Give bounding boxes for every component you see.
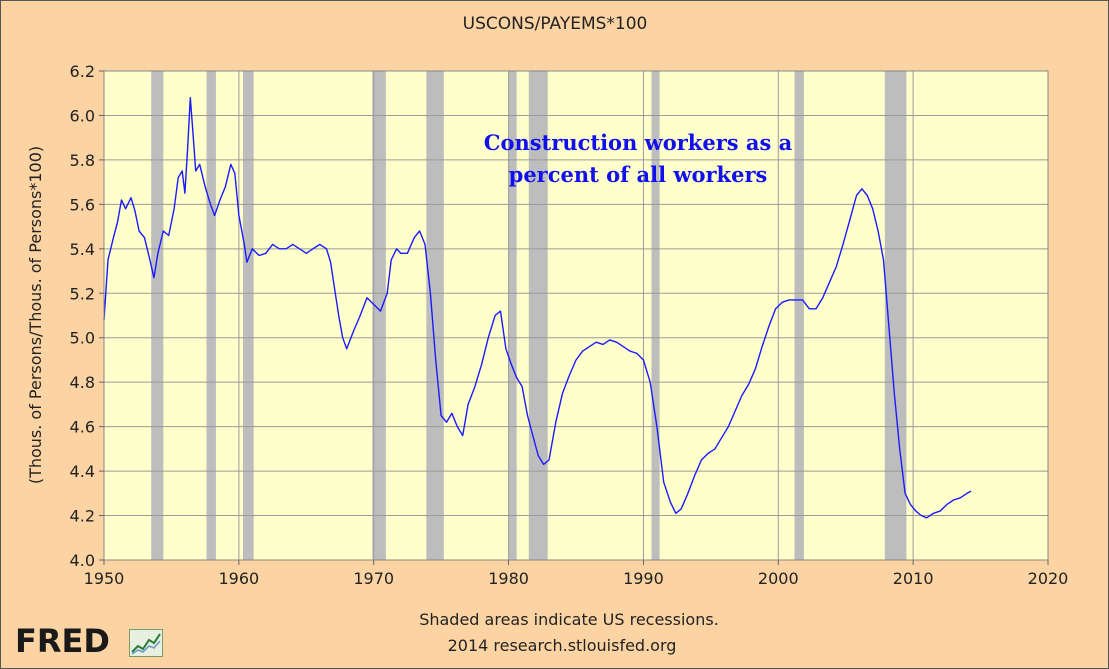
x-tick-label: 1950 xyxy=(84,569,125,588)
annotation-line-2: percent of all workers xyxy=(509,162,768,187)
y-tick-label: 5.2 xyxy=(70,284,95,303)
x-tick-label: 1980 xyxy=(488,569,529,588)
y-tick-labels: 4.0 4.2 4.4 4.6 4.8 5.0 5.2 5.4 5.6 5.8 6.0 6.2 xyxy=(70,62,104,570)
y-tick-label: 5.4 xyxy=(70,240,95,259)
x-tick-label: 1960 xyxy=(218,569,259,588)
chart-title: USCONS/PAYEMS*100 xyxy=(463,14,648,34)
recession-band xyxy=(151,71,164,560)
recession-band xyxy=(884,71,907,560)
recession-band xyxy=(794,71,804,560)
y-axis-label: (Thous. of Persons/Thous. of Persons*100… xyxy=(26,146,45,484)
y-tick-label: 4.2 xyxy=(70,507,95,526)
recession-band xyxy=(206,71,216,560)
x-tick-label: 2020 xyxy=(1028,569,1069,588)
y-tick-label: 4.6 xyxy=(70,418,95,437)
y-tick-label: 4.0 xyxy=(70,551,95,570)
recession-band xyxy=(651,71,660,560)
recession-bands xyxy=(151,71,907,560)
y-tick-label: 5.6 xyxy=(70,195,95,214)
y-tick-label: 4.8 xyxy=(70,373,95,392)
recession-note: Shaded areas indicate US recessions. xyxy=(419,610,719,629)
x-tick-label: 2000 xyxy=(758,569,799,588)
plot-area xyxy=(103,70,1049,561)
source-credit: 2014 research.stlouisfed.org xyxy=(448,636,677,655)
fred-logo[interactable]: FRED xyxy=(15,622,110,660)
x-tick-labels: 1950 1960 1970 1980 1990 2000 2010 2020 xyxy=(84,560,1069,588)
y-tick-label: 5.8 xyxy=(70,151,95,170)
y-tick-label: 6.0 xyxy=(70,106,95,125)
x-tick-label: 2010 xyxy=(893,569,934,588)
recession-band xyxy=(242,71,254,560)
x-tick-label: 1990 xyxy=(623,569,664,588)
recession-band xyxy=(372,71,386,560)
series-lines xyxy=(103,96,972,519)
annotation-line-1: Construction workers as a xyxy=(484,130,793,155)
fred-graph-icon xyxy=(129,629,163,657)
y-tick-label: 5.0 xyxy=(70,329,95,348)
recession-band xyxy=(426,71,444,560)
x-tick-label: 1970 xyxy=(353,569,394,588)
y-tick-label: 4.4 xyxy=(70,462,95,481)
plot-border xyxy=(103,70,1049,561)
recession-band xyxy=(508,71,517,560)
series-line xyxy=(103,96,972,519)
y-tick-label: 6.2 xyxy=(70,62,95,81)
